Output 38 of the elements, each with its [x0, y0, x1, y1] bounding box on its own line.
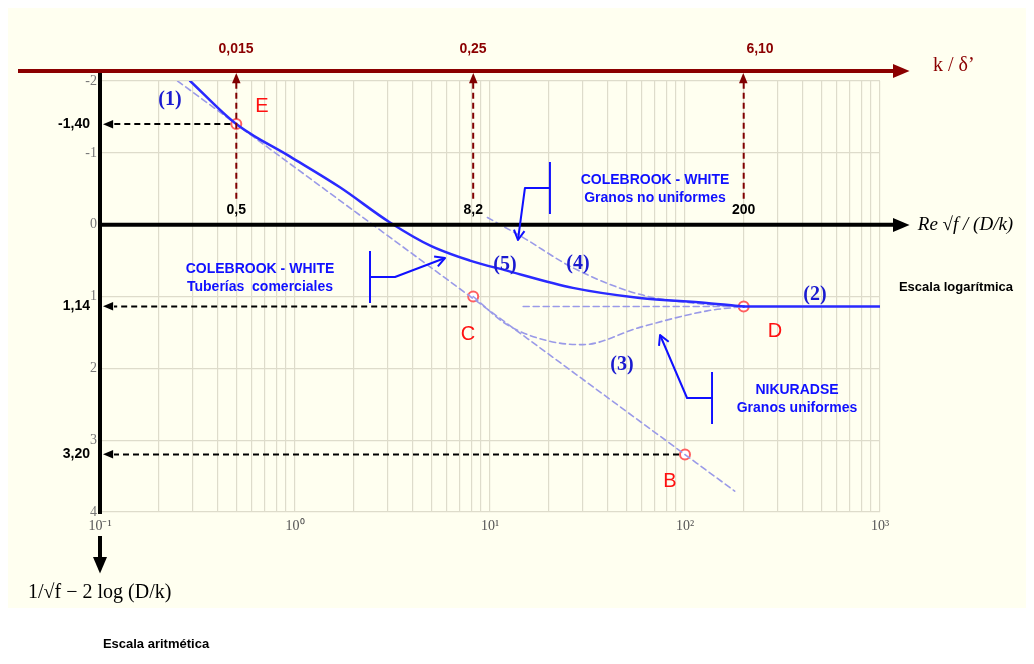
- annotation: C: [460, 321, 476, 346]
- ref-line-label: 1,14: [62, 297, 91, 314]
- x-tick-label: 10¹: [480, 518, 500, 534]
- x-axis-title: Re √f / (D/k): [916, 213, 1015, 235]
- ref-line-label: 3,20: [62, 445, 91, 462]
- annotation: D: [767, 318, 783, 343]
- y-tick-label: 3: [90, 431, 97, 447]
- x2-axis-title: k / δ’: [933, 53, 975, 76]
- text: 6,10: [746, 38, 774, 58]
- y-tick-label: -2: [85, 72, 97, 88]
- y-tick-label: 4: [90, 503, 97, 519]
- annotation: (5): [493, 251, 517, 276]
- x-tick-label: 10⁻¹: [88, 518, 112, 534]
- ref-line-label: -1,40: [58, 114, 91, 131]
- text: Escala aritmética: [102, 635, 210, 653]
- x-tick-label: 10⁰: [285, 518, 305, 534]
- ref-line-label: 8,2: [463, 200, 484, 217]
- annotation: (3): [610, 351, 634, 376]
- x-tick-label: 10²: [675, 518, 695, 534]
- text: 0,015: [218, 38, 254, 58]
- ref-line-label: 200: [732, 200, 756, 217]
- y-tick-label: 1: [90, 288, 97, 304]
- annotation: (1): [158, 86, 182, 111]
- annotation: (4): [566, 250, 590, 275]
- annotation: E: [255, 93, 269, 118]
- y-tick-label: 2: [90, 360, 97, 376]
- y-tick-label: -1: [85, 144, 97, 160]
- annotation: (2): [803, 281, 827, 306]
- text: 0,25: [459, 38, 487, 58]
- x-tick-label: 10³: [870, 518, 890, 534]
- annotation: COLEBROOK - WHITE Granos no uniformes: [580, 169, 730, 207]
- text: Escala logarítmica: [898, 278, 1014, 296]
- y-tick-label: 0: [90, 216, 97, 232]
- annotation: NIKURADSE Granos uniformes: [736, 379, 858, 417]
- ref-line-label: 0,5: [226, 200, 247, 217]
- y-axis-title: 1/√f − 2 log (D/k): [28, 580, 172, 603]
- annotation: B: [663, 468, 677, 493]
- annotation: COLEBROOK - WHITE Tuberías comerciales: [185, 258, 335, 296]
